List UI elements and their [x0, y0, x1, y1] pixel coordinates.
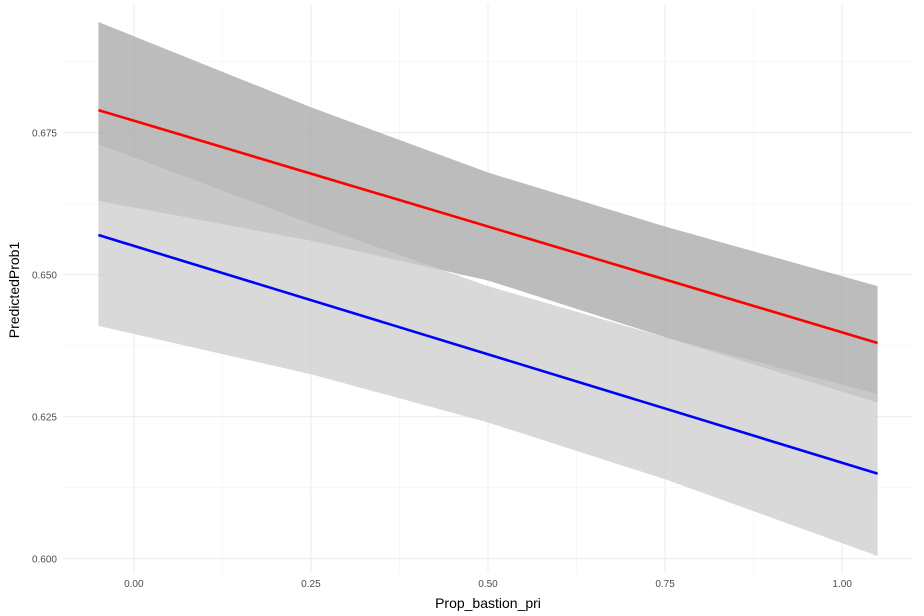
- x-tick-label: 0.50: [478, 579, 498, 590]
- confidence-ribbon-2: [98, 144, 878, 556]
- x-tick-label: 1.00: [832, 579, 852, 590]
- x-axis-title: Prop_bastion_pri: [435, 595, 541, 611]
- series-line-2: [98, 233, 878, 475]
- series-line-1: [98, 108, 878, 345]
- y-tick-label: 0.600: [32, 554, 57, 565]
- y-axis-tick-labels: 0.600 0.625 0.650 0.675: [32, 128, 57, 565]
- x-tick-label: 0.00: [124, 579, 144, 590]
- y-tick-label: 0.625: [32, 412, 57, 423]
- y-tick-label: 0.650: [32, 270, 57, 281]
- x-tick-label: 0.75: [655, 579, 675, 590]
- confidence-ribbon-1: [98, 22, 878, 403]
- x-axis-tick-labels: 0.00 0.25 0.50 0.75 1.00: [124, 579, 852, 590]
- y-axis-title: PredictedProb1: [6, 242, 22, 339]
- series-lines: [98, 108, 878, 475]
- y-tick-label: 0.675: [32, 128, 57, 139]
- confidence-ribbons: [98, 22, 878, 556]
- x-tick-label: 0.25: [301, 579, 321, 590]
